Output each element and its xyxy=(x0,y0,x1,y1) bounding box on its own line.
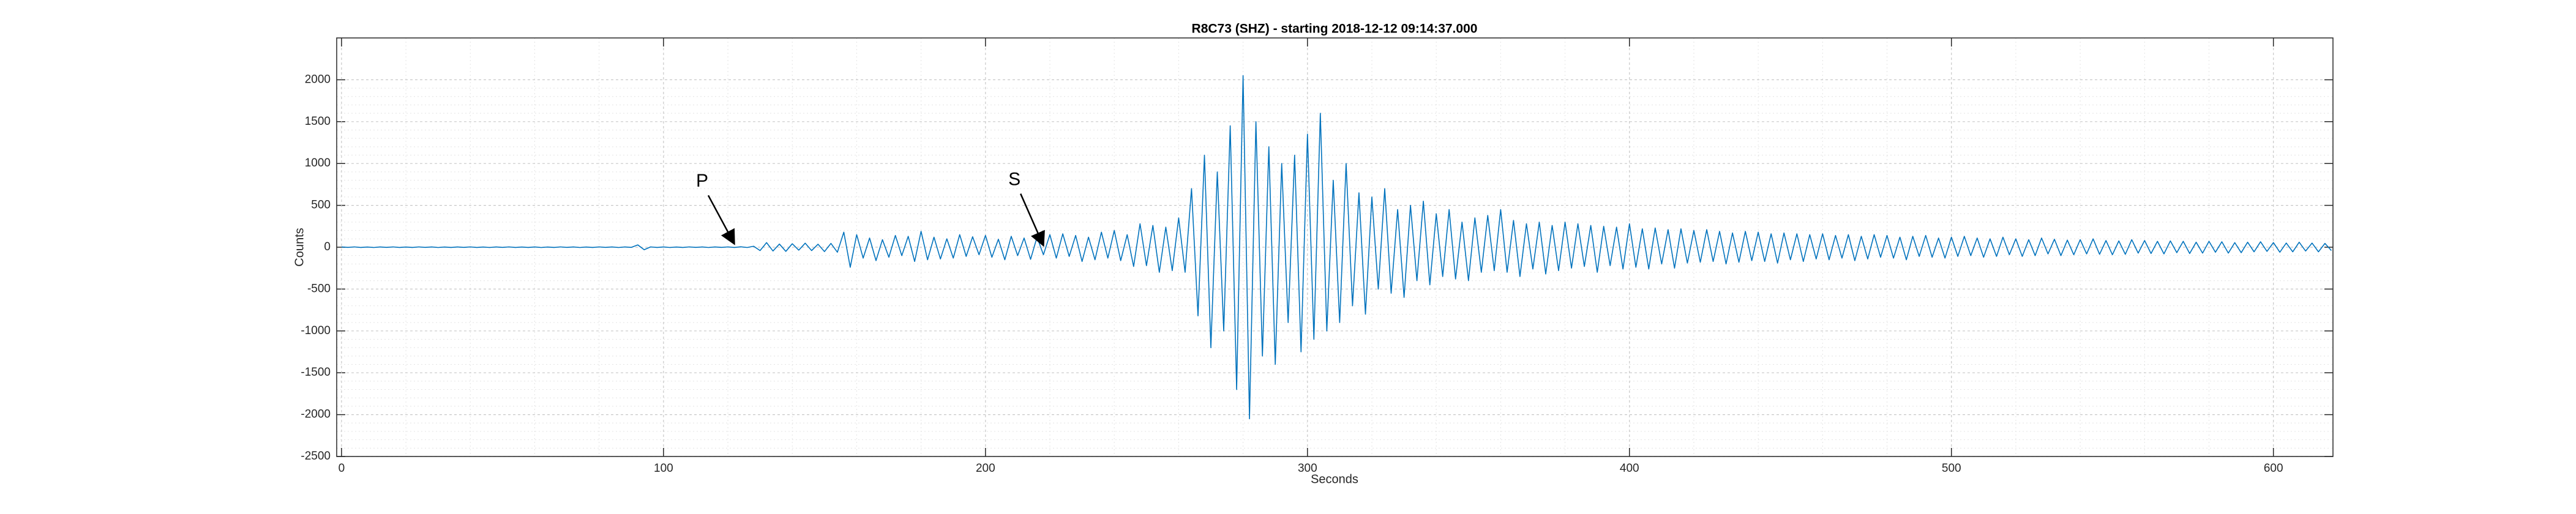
x-tick-label: 400 xyxy=(1620,462,1639,475)
y-tick-label: -1500 xyxy=(301,366,331,379)
x-tick-label: 100 xyxy=(654,462,673,475)
y-tick-label: 1500 xyxy=(305,115,331,128)
y-tick-label: 1000 xyxy=(305,157,331,169)
data-line xyxy=(341,75,2332,420)
x-axis-label: Seconds xyxy=(1311,472,1358,486)
annotation-arrow xyxy=(707,195,735,245)
y-tick-label: -2000 xyxy=(301,408,331,421)
y-tick-label: 0 xyxy=(324,240,331,253)
x-tick-label: 0 xyxy=(339,462,345,475)
annotation-arrow xyxy=(1020,193,1045,247)
x-tick-label: 600 xyxy=(2264,462,2283,475)
y-axis-label: Counts xyxy=(293,228,306,266)
x-tick-label: 300 xyxy=(1298,462,1317,475)
y-tick-label: 2000 xyxy=(305,73,331,86)
annotation-label: S xyxy=(1008,169,1020,189)
y-tick-label: -500 xyxy=(307,282,331,295)
x-tick-label: 500 xyxy=(1942,462,1961,475)
y-tick-label: -2500 xyxy=(301,450,331,463)
annotation-label: P xyxy=(696,171,708,191)
y-tick-label: -1000 xyxy=(301,324,331,337)
x-tick-label: 200 xyxy=(976,462,995,475)
axes-box xyxy=(336,37,2334,457)
y-tick-label: 500 xyxy=(311,199,331,212)
chart-title: R8C73 (SHZ) - starting 2018-12-12 09:14:… xyxy=(1192,22,1478,36)
